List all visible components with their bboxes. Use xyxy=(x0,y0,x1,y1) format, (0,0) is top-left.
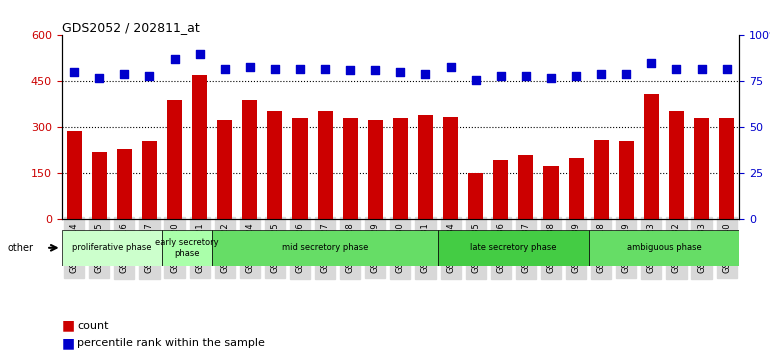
Bar xyxy=(719,118,734,219)
Bar xyxy=(217,120,233,219)
Bar xyxy=(443,117,458,219)
Text: proliferative phase: proliferative phase xyxy=(72,243,152,252)
Point xyxy=(193,51,206,57)
Text: count: count xyxy=(77,321,109,331)
FancyBboxPatch shape xyxy=(588,230,739,266)
FancyBboxPatch shape xyxy=(438,230,588,266)
Bar xyxy=(343,118,358,219)
Point xyxy=(721,66,733,72)
Bar xyxy=(293,118,307,219)
Point xyxy=(570,73,582,79)
Text: ambiguous phase: ambiguous phase xyxy=(627,243,701,252)
Point xyxy=(595,71,608,77)
FancyBboxPatch shape xyxy=(62,230,162,266)
Text: late secretory phase: late secretory phase xyxy=(470,243,557,252)
FancyBboxPatch shape xyxy=(213,230,438,266)
Bar xyxy=(243,100,257,219)
Bar xyxy=(669,110,684,219)
Bar xyxy=(393,118,408,219)
Bar xyxy=(67,131,82,219)
Bar xyxy=(468,173,484,219)
Point xyxy=(294,66,306,72)
Point xyxy=(444,64,457,69)
Text: ■: ■ xyxy=(62,336,75,350)
Bar xyxy=(594,140,609,219)
Point xyxy=(494,73,507,79)
Point xyxy=(68,69,80,75)
Point xyxy=(118,71,130,77)
Point xyxy=(671,66,683,72)
Point xyxy=(470,77,482,82)
Point xyxy=(219,66,231,72)
Point xyxy=(93,75,105,81)
Point xyxy=(169,57,181,62)
Bar xyxy=(694,118,709,219)
Bar xyxy=(568,158,584,219)
Point xyxy=(394,69,407,75)
Point xyxy=(520,73,532,79)
Point xyxy=(369,68,381,73)
Bar xyxy=(117,149,132,219)
Text: ■: ■ xyxy=(62,319,75,333)
Point xyxy=(344,68,357,73)
Bar xyxy=(494,160,508,219)
Point xyxy=(269,66,281,72)
Bar xyxy=(518,155,534,219)
Bar xyxy=(167,100,182,219)
Text: mid secretory phase: mid secretory phase xyxy=(282,243,368,252)
Point xyxy=(243,64,256,69)
Text: other: other xyxy=(8,243,34,253)
Point xyxy=(545,75,557,81)
Bar xyxy=(92,152,107,219)
Bar xyxy=(544,166,558,219)
Bar xyxy=(368,120,383,219)
Point xyxy=(319,66,331,72)
Bar xyxy=(267,110,283,219)
Bar xyxy=(142,141,157,219)
Point xyxy=(645,60,658,66)
Bar xyxy=(192,75,207,219)
Bar xyxy=(418,115,433,219)
Bar xyxy=(317,110,333,219)
Point xyxy=(620,71,632,77)
Bar xyxy=(619,141,634,219)
Bar xyxy=(644,94,659,219)
Text: GDS2052 / 202811_at: GDS2052 / 202811_at xyxy=(62,21,199,34)
FancyBboxPatch shape xyxy=(162,230,213,266)
Point xyxy=(143,73,156,79)
Point xyxy=(695,66,708,72)
Text: early secretory
phase: early secretory phase xyxy=(156,238,219,257)
Text: percentile rank within the sample: percentile rank within the sample xyxy=(77,338,265,348)
Point xyxy=(420,71,432,77)
